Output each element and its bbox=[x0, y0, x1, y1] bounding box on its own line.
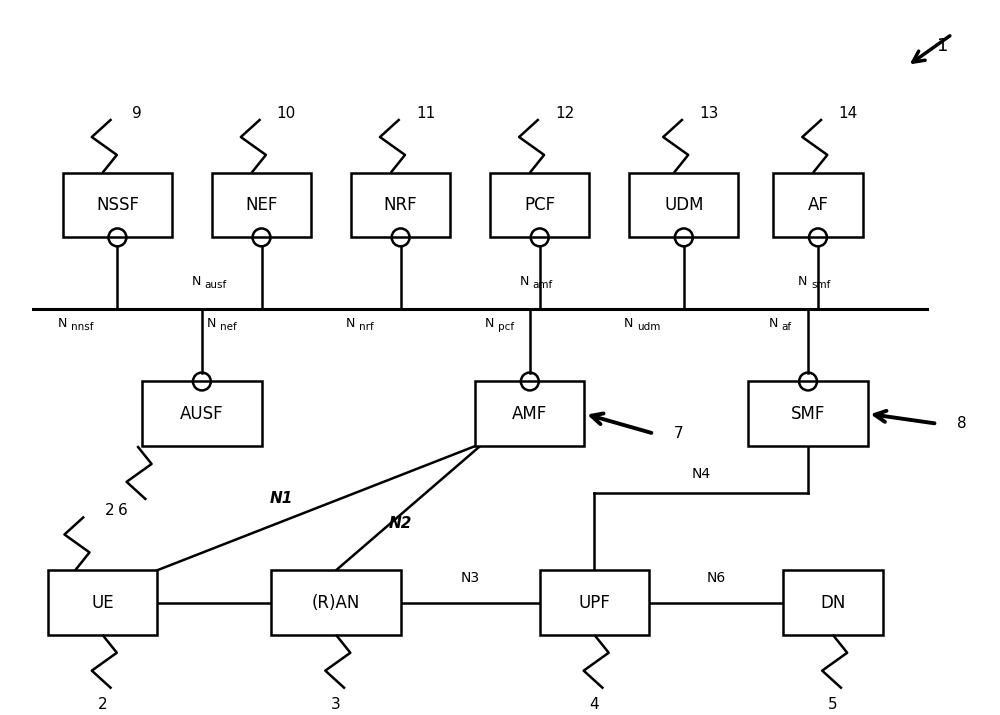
Text: N1: N1 bbox=[270, 490, 293, 506]
Text: SMF: SMF bbox=[791, 405, 825, 423]
Text: AUSF: AUSF bbox=[180, 405, 224, 423]
Text: af: af bbox=[781, 322, 791, 332]
Text: 11: 11 bbox=[416, 106, 435, 121]
Bar bbox=[540, 571, 649, 635]
Text: N6: N6 bbox=[707, 571, 726, 585]
Text: N2: N2 bbox=[389, 516, 412, 531]
Text: 10: 10 bbox=[277, 106, 296, 121]
Text: PCF: PCF bbox=[524, 196, 555, 214]
Bar bbox=[748, 382, 868, 446]
Text: N: N bbox=[520, 275, 529, 287]
Text: DN: DN bbox=[820, 593, 846, 611]
Text: nrf: nrf bbox=[359, 322, 374, 332]
Text: nef: nef bbox=[220, 322, 237, 332]
Text: UDM: UDM bbox=[664, 196, 704, 214]
Bar bbox=[212, 173, 311, 237]
Text: N: N bbox=[798, 275, 807, 287]
Text: N: N bbox=[192, 275, 201, 287]
Text: N: N bbox=[624, 317, 634, 330]
Text: 1: 1 bbox=[937, 37, 948, 55]
Text: 2: 2 bbox=[98, 697, 107, 712]
Text: 13: 13 bbox=[699, 106, 718, 121]
Text: N: N bbox=[485, 317, 494, 330]
Text: nnsf: nnsf bbox=[71, 322, 93, 332]
Text: N: N bbox=[346, 317, 355, 330]
Bar bbox=[271, 571, 401, 635]
Text: amf: amf bbox=[533, 280, 553, 290]
Text: UE: UE bbox=[91, 593, 114, 611]
Text: N: N bbox=[768, 317, 778, 330]
Text: 9: 9 bbox=[132, 106, 142, 121]
Text: AF: AF bbox=[808, 196, 828, 214]
Bar bbox=[490, 173, 589, 237]
Text: N: N bbox=[207, 317, 216, 330]
Text: NEF: NEF bbox=[245, 196, 278, 214]
Text: AMF: AMF bbox=[512, 405, 547, 423]
Text: 5: 5 bbox=[828, 697, 838, 712]
Text: smf: smf bbox=[811, 280, 830, 290]
Text: NRF: NRF bbox=[384, 196, 417, 214]
Text: N4: N4 bbox=[692, 468, 711, 481]
Bar bbox=[629, 173, 738, 237]
Text: UPF: UPF bbox=[578, 593, 610, 611]
Bar bbox=[351, 173, 450, 237]
Bar bbox=[142, 382, 262, 446]
Bar bbox=[783, 571, 883, 635]
Bar bbox=[773, 173, 863, 237]
Bar bbox=[48, 571, 157, 635]
Text: N3: N3 bbox=[461, 571, 480, 585]
Text: 2: 2 bbox=[105, 503, 115, 518]
Text: NSSF: NSSF bbox=[96, 196, 139, 214]
Text: ausf: ausf bbox=[205, 280, 227, 290]
Text: 7: 7 bbox=[674, 426, 684, 441]
Text: pcf: pcf bbox=[498, 322, 514, 332]
Text: 6: 6 bbox=[118, 503, 127, 518]
Text: 8: 8 bbox=[957, 416, 967, 431]
Bar bbox=[475, 382, 584, 446]
Text: N: N bbox=[58, 317, 67, 330]
Text: 3: 3 bbox=[331, 697, 341, 712]
Text: 12: 12 bbox=[555, 106, 574, 121]
Bar bbox=[63, 173, 172, 237]
Text: udm: udm bbox=[637, 322, 661, 332]
Text: 4: 4 bbox=[590, 697, 599, 712]
Text: (R)AN: (R)AN bbox=[312, 593, 360, 611]
Text: 14: 14 bbox=[838, 106, 857, 121]
